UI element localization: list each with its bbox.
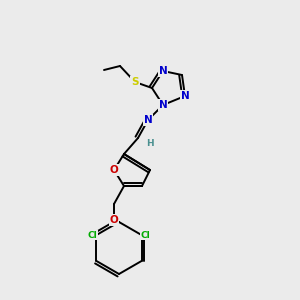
- Text: N: N: [144, 115, 152, 125]
- Text: Cl: Cl: [88, 230, 98, 239]
- Text: N: N: [159, 66, 167, 76]
- Text: O: O: [110, 215, 118, 225]
- Text: O: O: [110, 165, 118, 175]
- Text: N: N: [159, 100, 167, 110]
- Text: Cl: Cl: [141, 230, 150, 239]
- Text: S: S: [131, 77, 139, 87]
- Text: H: H: [146, 139, 154, 148]
- Text: N: N: [181, 91, 189, 101]
